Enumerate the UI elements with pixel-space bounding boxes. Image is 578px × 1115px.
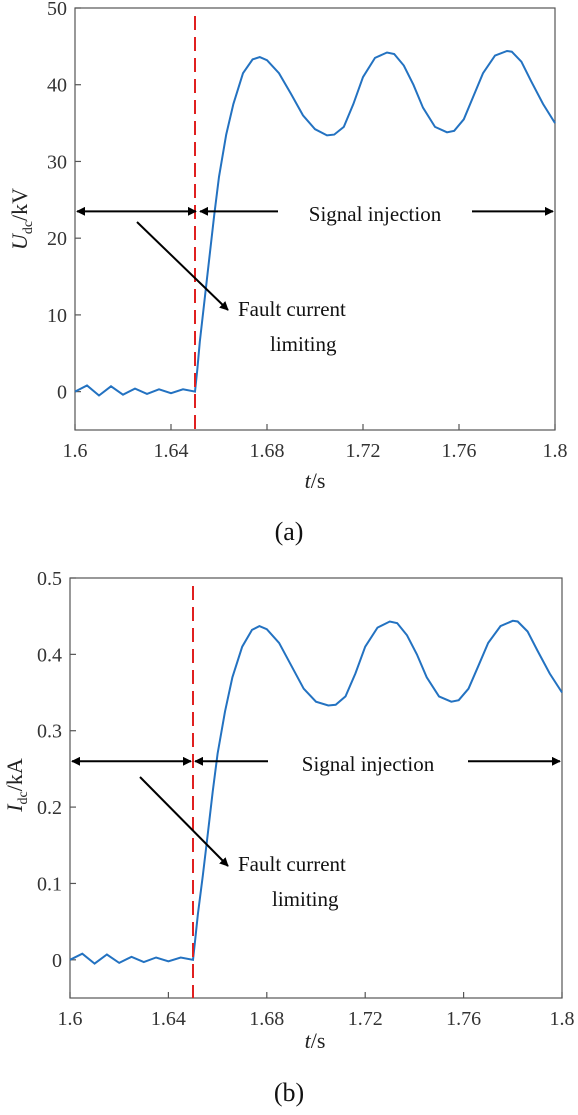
y-axis-label-unit-b: /kA [2,758,27,791]
x-tick-label: 1.72 [348,1008,383,1030]
x-tick-label: 1.72 [346,440,381,462]
y-tick-label: 0.4 [37,644,62,666]
x-axis-label-unit-b: /s [311,1028,326,1053]
x-axis-label-main-a: t [305,468,312,493]
y-axis-label-main-b: I [2,803,27,813]
y-tick-label: 0.2 [37,797,62,819]
annotation-pointer-b [139,776,229,867]
y-axis-label-sub-a: dc [21,221,36,234]
signal-injection-label-b: Signal injection [302,752,435,776]
x-ticks-b: 1.6 1.64 1.68 1.72 1.76 1.8 [58,992,575,1030]
x-tick-label: 1.6 [63,440,88,462]
data-line-a [74,49,556,397]
panel-label-a: (a) [275,517,304,546]
x-axis-label-b: t/s [305,1028,326,1053]
x-axis-label-a: t/s [305,468,326,493]
fault-label-line1-b: Fault current [238,852,346,876]
fault-label-line2-a: limiting [270,332,337,356]
panel-label-b: (b) [274,1078,304,1107]
signal-injection-label-a: Signal injection [309,202,442,226]
y-tick-label: 0 [52,950,62,972]
fault-label-line2-b: limiting [272,887,339,911]
x-tick-label: 1.6 [58,1008,83,1030]
y-ticks-a: 0 10 20 30 40 50 [47,0,81,404]
y-tick-label: 0.5 [37,568,62,590]
y-tick-label: 40 [47,75,67,97]
x-axis-label-unit-a: /s [311,468,326,493]
y-axis-label-sub-b: dc [16,791,31,804]
panel-a: 0 10 20 30 40 50 1.6 1.64 1.68 1.72 1.76 1.8 Signa… [7,0,568,546]
y-tick-label: 20 [47,228,67,250]
y-tick-label: 0.3 [37,721,62,743]
y-tick-label: 30 [47,151,67,173]
annotation-pointer-a [136,221,229,311]
x-tick-label: 1.8 [543,440,568,462]
x-tick-label: 1.64 [154,440,189,462]
plot-frame-a [74,7,556,431]
y-axis-label-unit-a: /kV [7,188,32,221]
x-tick-label: 1.68 [249,1008,284,1030]
x-tick-label: 1.76 [446,1008,481,1030]
y-tick-label: 0.1 [37,873,62,895]
plot-frame-b [69,577,563,999]
data-line-b [69,619,563,965]
x-tick-label: 1.64 [151,1008,186,1030]
y-axis-label-b: Idc/kA [2,758,31,813]
y-ticks-b: 0 0.1 0.2 0.3 0.4 0.5 [37,568,76,972]
y-tick-label: 0 [57,382,67,404]
y-axis-label-a: Udc/kV [7,188,36,250]
panel-b: 00.10.20.30.40.5 1.6 1.64 1.68 1.72 1.76 1.8 … [2,568,575,1107]
y-axis-label-main-a: U [7,232,32,250]
fault-label-line1-a: Fault current [238,297,346,321]
x-tick-label: 1.68 [250,440,285,462]
x-axis-label-main-b: t [305,1028,312,1053]
x-tick-label: 1.76 [442,440,477,462]
y-tick-label: 50 [47,0,67,20]
y-tick-label: 10 [47,305,67,327]
x-tick-label: 1.8 [550,1008,575,1030]
x-ticks-a: 1.6 1.64 1.68 1.72 1.76 1.8 [63,424,568,462]
